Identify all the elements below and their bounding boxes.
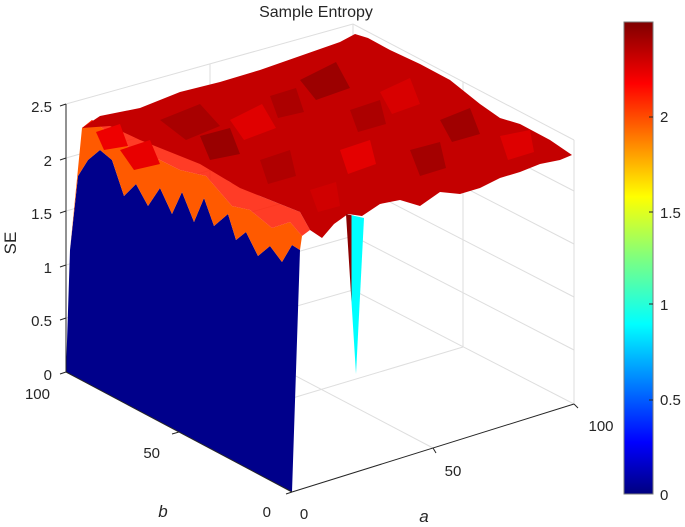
colorbar: 0 0.5 1 1.5 2 <box>623 21 681 504</box>
colorbar-tick-0.5: 0.5 <box>660 392 681 409</box>
z-axis-label: SE <box>1 232 20 255</box>
z-tick-2.5: 2.5 <box>31 99 52 116</box>
b-axis-label: b <box>158 502 167 521</box>
z-tick-0: 0 <box>44 367 52 384</box>
b-tick-100: 100 <box>25 386 50 403</box>
surface-wall-a0 <box>66 150 300 492</box>
b-tick-50: 50 <box>143 445 160 462</box>
colorbar-tick-2: 2 <box>660 109 668 126</box>
z-tick-1.5: 1.5 <box>31 206 52 223</box>
z-ticks <box>59 103 579 495</box>
z-tick-0.5: 0.5 <box>31 313 52 330</box>
surface-dip-spike <box>346 214 364 374</box>
a-tick-50: 50 <box>445 463 462 480</box>
z-tick-2: 2 <box>44 153 52 170</box>
a-axis-label: a <box>419 507 428 526</box>
b-tick-0: 0 <box>263 504 271 521</box>
colorbar-tick-1: 1 <box>660 297 668 314</box>
a-tick-0: 0 <box>300 506 308 523</box>
a-tick-100: 100 <box>588 418 613 435</box>
surface-facets <box>96 62 534 212</box>
chart-title: Sample Entropy <box>259 4 373 21</box>
z-tick-1: 1 <box>44 260 52 277</box>
colorbar-tick-0: 0 <box>660 487 668 504</box>
surface-plateau <box>82 34 572 238</box>
colorbar-tick-1.5: 1.5 <box>660 205 681 222</box>
